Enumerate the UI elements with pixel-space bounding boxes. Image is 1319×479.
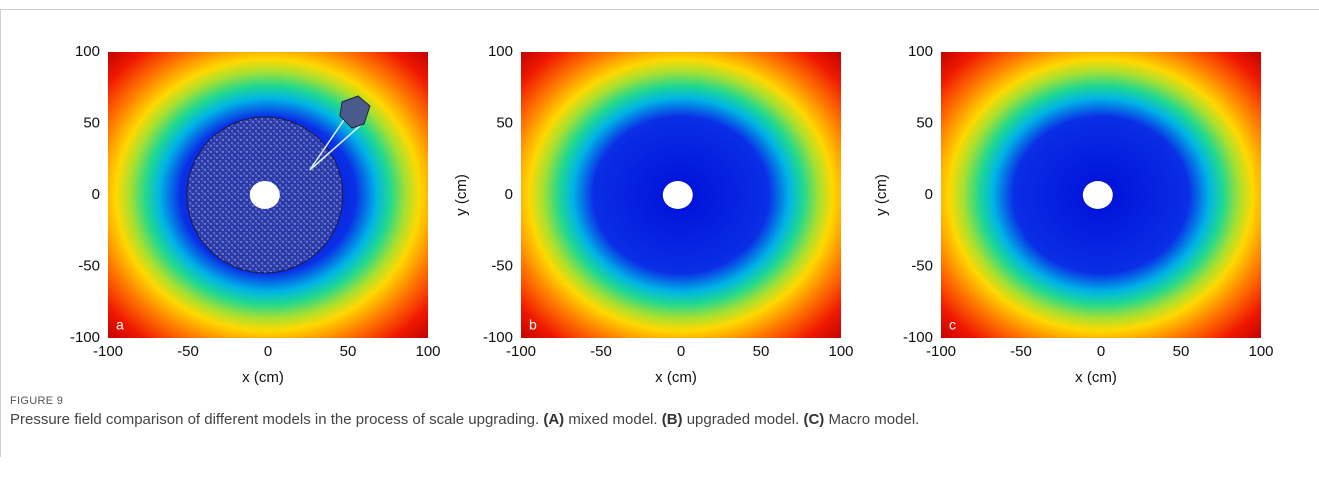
x-tick-label: -100 — [93, 343, 123, 360]
x-tick-label: 50 — [753, 343, 770, 360]
y-tick-label: 100 — [908, 43, 933, 60]
y-tick-label: 100 — [75, 43, 100, 60]
x-tick-label: -50 — [590, 343, 612, 360]
y-axis-label: y (cm) — [873, 174, 890, 216]
y-tick-label: 50 — [496, 114, 513, 131]
y-tick-label: -100 — [483, 329, 513, 346]
y-tick-label: 50 — [83, 114, 100, 131]
frame-line — [0, 9, 1319, 10]
caption-part: Macro model. — [824, 411, 920, 428]
y-axis-label: y (cm) — [453, 174, 470, 216]
x-tick-label: 50 — [1173, 343, 1190, 360]
y-tick-label: -50 — [911, 257, 933, 274]
x-tick-label: 100 — [828, 343, 853, 360]
wellbore — [249, 181, 280, 209]
y-tick-label: -50 — [78, 257, 100, 274]
y-tick-label: 50 — [916, 114, 933, 131]
x-tick-label: 50 — [340, 343, 357, 360]
figure-label: FIGURE 9 — [10, 395, 64, 407]
x-axis-label: x (cm) — [655, 369, 697, 386]
y-tick-label: 0 — [92, 186, 100, 203]
panel-letter: b — [529, 317, 537, 333]
x-tick-label: 0 — [1097, 343, 1105, 360]
x-tick-label: 100 — [1248, 343, 1273, 360]
x-tick-label: -50 — [1010, 343, 1032, 360]
zoom-particle — [339, 95, 371, 129]
x-axis-label: x (cm) — [1075, 369, 1117, 386]
y-tick-label: 100 — [488, 43, 513, 60]
wellbore — [662, 181, 693, 209]
zoom-line — [309, 113, 349, 171]
y-tick-label: 0 — [925, 186, 933, 203]
x-tick-label: -50 — [177, 343, 199, 360]
wellbore — [1082, 181, 1113, 209]
x-axis-label: x (cm) — [242, 369, 284, 386]
x-tick-label: 100 — [415, 343, 440, 360]
y-tick-label: -50 — [491, 257, 513, 274]
panel-letter: c — [949, 317, 956, 333]
caption-part: mixed model. — [564, 411, 662, 428]
caption-part: Pressure field comparison of different m… — [10, 411, 544, 428]
y-tick-label: 0 — [505, 186, 513, 203]
y-tick-label: -100 — [70, 329, 100, 346]
caption-part: upgraded model. — [682, 411, 804, 428]
frame-line — [0, 9, 1, 457]
caption-part: (A) — [543, 411, 565, 428]
zoom-line — [309, 123, 363, 171]
panel-letter: a — [116, 317, 124, 333]
x-tick-label: -100 — [926, 343, 956, 360]
x-tick-label: -100 — [506, 343, 536, 360]
caption: Pressure field comparison of different m… — [10, 411, 919, 428]
figure: a -100 -50 0 50 100 100 50 0 -50 -100 x (cm) b -100 -5… — [70, 43, 1274, 386]
y-tick-label: -100 — [903, 329, 933, 346]
x-tick-label: 0 — [264, 343, 272, 360]
caption-part: (C) — [803, 411, 825, 428]
x-tick-label: 0 — [677, 343, 685, 360]
caption-part: (B) — [661, 411, 683, 428]
